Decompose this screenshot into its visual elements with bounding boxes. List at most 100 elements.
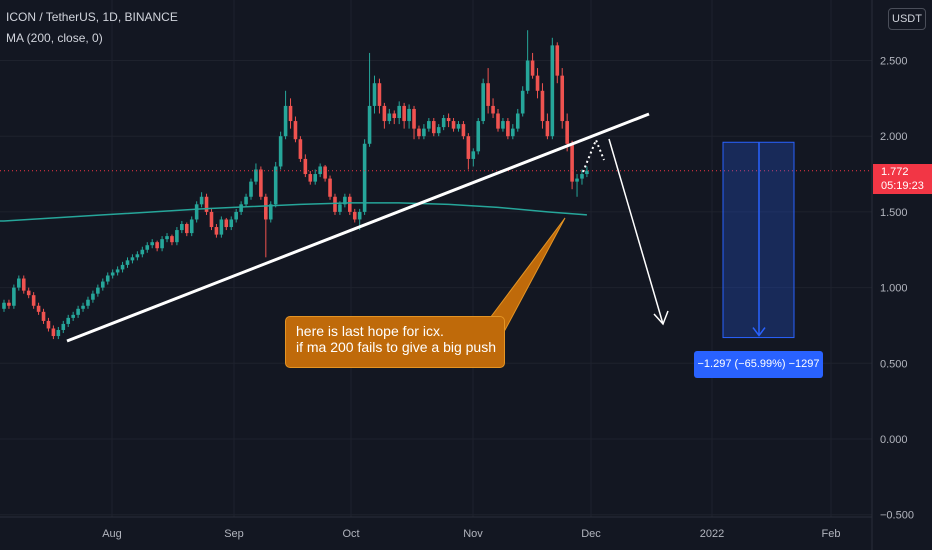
candle-body	[441, 118, 446, 128]
candle-body	[382, 105, 387, 122]
candlestick-series	[2, 30, 589, 340]
candle	[150, 239, 154, 249]
candle	[422, 124, 426, 140]
currency-button[interactable]: USDT	[888, 8, 926, 30]
time-tick-label: Sep	[224, 528, 244, 540]
candle	[352, 208, 357, 223]
candle	[461, 121, 466, 140]
candle-body	[259, 169, 263, 197]
candle	[51, 325, 56, 340]
candle	[392, 110, 397, 125]
candle-body	[486, 83, 490, 106]
candle-body	[264, 196, 268, 220]
candle-body	[219, 219, 224, 235]
candle	[115, 266, 120, 276]
candle	[377, 78, 382, 114]
candle-body	[41, 311, 46, 321]
candle-body	[530, 60, 535, 76]
candle-body	[135, 254, 140, 258]
candle-body	[427, 121, 431, 129]
annotation-callout[interactable]: here is last hope for icx. if ma 200 fai…	[285, 316, 505, 368]
candle-body	[56, 329, 61, 337]
candle	[412, 105, 416, 140]
projection-arrow-line[interactable]	[608, 138, 664, 325]
candle-body	[115, 269, 120, 273]
candle	[446, 113, 451, 128]
candle-body	[575, 178, 579, 182]
candle-body	[105, 275, 110, 282]
candle-body	[515, 113, 520, 129]
candle-body	[585, 170, 589, 175]
candle	[155, 240, 159, 252]
candle-body	[254, 169, 258, 182]
candle-body	[293, 121, 298, 140]
candle-body	[431, 121, 436, 134]
candle-body	[145, 245, 150, 250]
candle-body	[550, 45, 555, 137]
candle-body	[229, 219, 234, 228]
price-tick-label: 2.500	[880, 56, 908, 68]
candle-body	[367, 105, 372, 144]
candle-body	[234, 211, 238, 220]
candle-body	[436, 127, 441, 134]
candle	[496, 108, 500, 132]
candle-body	[244, 196, 248, 205]
candle	[2, 299, 6, 312]
candle	[209, 208, 214, 231]
candle	[362, 139, 367, 215]
candle-body	[362, 143, 367, 212]
candle-body	[501, 121, 505, 129]
candle	[66, 314, 71, 327]
candle	[61, 320, 66, 334]
candle-body	[491, 105, 495, 114]
candle	[81, 302, 85, 312]
candle	[130, 254, 135, 264]
candle	[575, 174, 579, 197]
candle	[436, 124, 441, 137]
candle-body	[31, 295, 36, 306]
candle-body	[422, 128, 426, 137]
candle-body	[17, 278, 21, 288]
candle-body	[91, 293, 95, 300]
candle-body	[189, 219, 194, 234]
candle-body	[125, 260, 130, 265]
candle	[476, 118, 481, 155]
trend-line[interactable]	[66, 112, 650, 343]
time-axis[interactable]: Aug Sep Oct Nov Dec 2022 Feb	[102, 528, 840, 540]
price-tick-label: 1.500	[880, 207, 908, 219]
candle-body	[471, 151, 476, 159]
candle	[441, 115, 446, 131]
projection-dotted-path	[582, 137, 605, 173]
time-tick-label: Aug	[102, 528, 122, 540]
candle	[135, 251, 140, 261]
candle-body	[214, 227, 219, 235]
price-range-label: −1.297 (−65.99%) −1297	[694, 351, 823, 378]
candle	[560, 68, 565, 129]
candle	[96, 284, 100, 297]
indicator-legend[interactable]: MA (200, close, 0)	[6, 31, 103, 45]
candle-body	[249, 181, 253, 197]
price-tick-label: −0.500	[880, 510, 914, 522]
candle-body	[565, 121, 569, 144]
bar-countdown: 05:19:23	[881, 180, 924, 192]
candle	[466, 133, 471, 170]
candle-body	[165, 236, 169, 240]
price-axis[interactable]: 2.500 2.000 1.500 1.000 0.500 0.000 −0.500	[880, 56, 914, 522]
candle	[110, 269, 115, 279]
candle-body	[303, 158, 308, 175]
candle-body	[456, 124, 461, 129]
time-tick-label: Nov	[463, 528, 483, 540]
candle	[244, 193, 248, 208]
candle	[343, 193, 347, 208]
candle-body	[352, 211, 357, 220]
candle-body	[343, 196, 347, 205]
candle	[308, 171, 313, 185]
last-price-value: 1.772	[881, 166, 909, 178]
candle-body	[71, 314, 75, 318]
candle	[180, 220, 184, 234]
candle	[427, 118, 431, 132]
candle	[387, 108, 392, 125]
candle-body	[348, 196, 352, 212]
candle-body	[520, 90, 525, 114]
